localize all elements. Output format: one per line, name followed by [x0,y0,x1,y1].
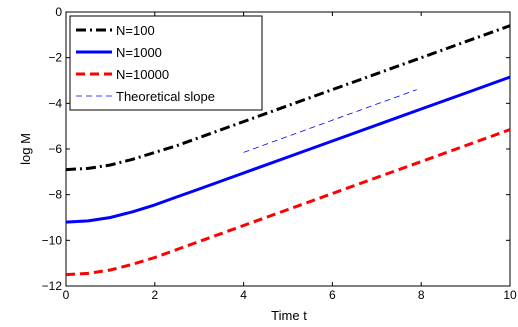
y-tick-label: −10 [42,233,63,247]
y-axis-label: log M [18,133,33,165]
series-line-n-1000 [65,75,511,224]
x-tick-label: 4 [240,288,247,302]
x-tick-label: 8 [418,288,425,302]
x-tick-label: 0 [63,288,70,302]
x-tick-label: 10 [503,288,517,302]
legend: N=100 N=1000 N=10000 Theoretical slope [69,15,263,111]
series-line-n-10000 [65,128,511,277]
x-tick-label: 2 [151,288,158,302]
x-tick-label: 6 [329,288,336,302]
y-tick-label: −8 [48,188,62,202]
x-axis-label: Time t [271,308,307,323]
legend-box [69,15,263,111]
y-tick-label: −6 [48,142,62,156]
series-line-n-100 [65,24,511,172]
legend-label: N=1000 [116,45,162,60]
legend-label: N=10000 [116,67,169,82]
y-tick-label: −4 [48,96,62,110]
y-tick-label: −2 [48,51,62,65]
legend-label: Theoretical slope [116,89,215,104]
y-tick-label: 0 [55,5,62,19]
series-line-theoretical-slope [243,89,417,153]
y-tick-label: −12 [42,279,63,293]
legend-label: N=100 [116,23,155,38]
